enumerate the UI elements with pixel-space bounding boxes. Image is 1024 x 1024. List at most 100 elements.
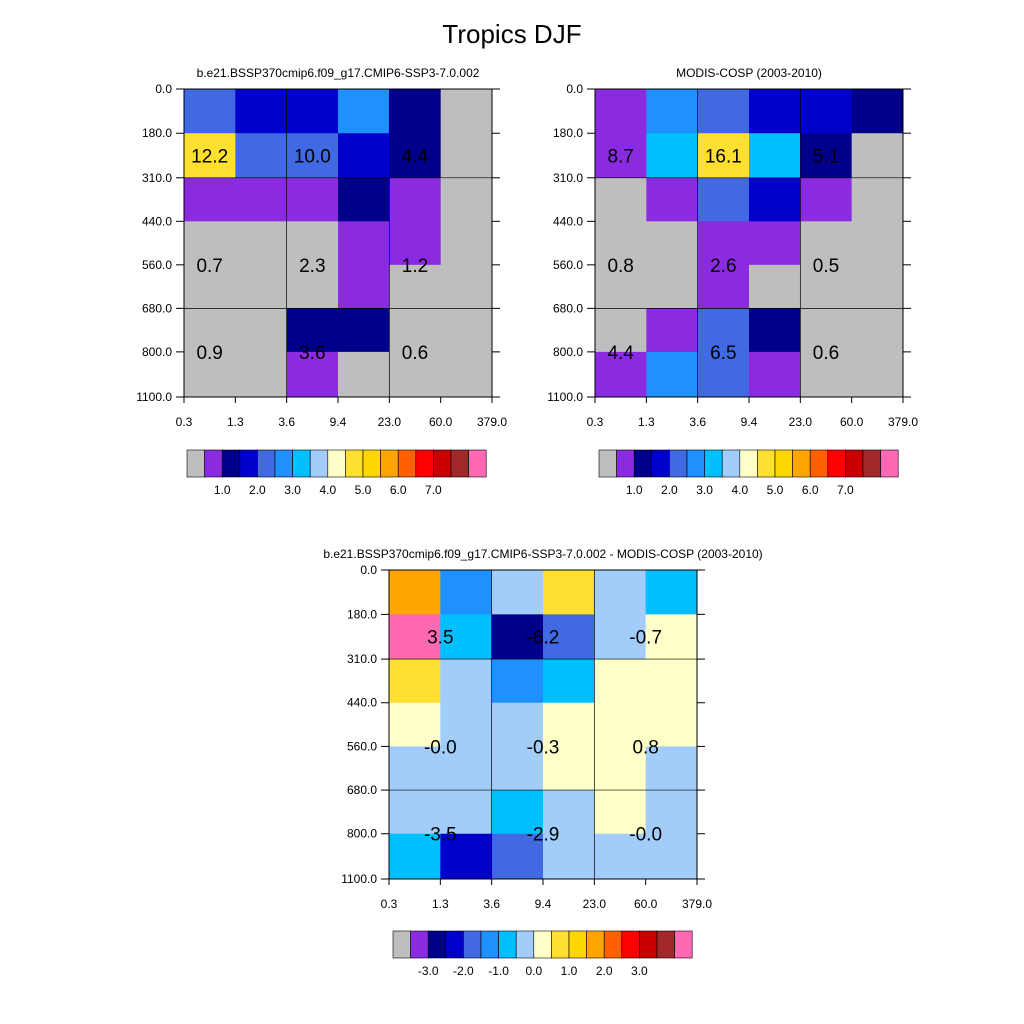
heatmap-cell (184, 177, 236, 222)
x-tick-label: 60.0 (840, 415, 864, 429)
x-tick-label: 379.0 (888, 415, 918, 429)
heatmap-cell (543, 659, 595, 704)
data-label: 4.4 (402, 147, 429, 168)
colorbar-swatch (686, 449, 705, 478)
heatmap-cell (389, 308, 442, 353)
heatmap-cell (491, 702, 544, 747)
y-tick-label: 560.0 (142, 258, 172, 272)
heatmap-cell (749, 177, 801, 222)
heatmap-cell (338, 221, 390, 266)
colorbar-swatch (656, 930, 675, 959)
y-tick-label: 1100.0 (341, 872, 377, 886)
heatmap-cell (440, 264, 493, 309)
colorbar-swatch (257, 449, 276, 478)
heatmap-cell (286, 221, 339, 266)
colorbar-swatch (704, 449, 723, 478)
heatmap-cell (594, 702, 647, 747)
colorbar-swatch (450, 449, 469, 478)
colorbar-swatch (827, 449, 846, 478)
panel-3: b.e21.BSSP370cmip6.f09_g17.CMIP6-SSP3-7.… (323, 547, 762, 978)
colorbar-swatch (410, 930, 429, 959)
colorbar-swatch (568, 930, 587, 959)
heatmap-cell (595, 89, 647, 134)
heatmap-cell (389, 89, 442, 134)
colorbar-swatch (427, 930, 447, 959)
colorbar-swatch (774, 449, 793, 478)
colorbar-swatch (792, 449, 811, 478)
heatmap-cell (595, 308, 647, 353)
heatmap-cell (851, 177, 904, 222)
colorbar-swatch (445, 930, 464, 959)
heatmap-cell (646, 133, 699, 179)
data-label: 4.4 (607, 343, 634, 364)
heatmap-cell (800, 351, 853, 398)
colorbar-label: 1.0 (561, 964, 578, 978)
colorbar-swatch (586, 930, 605, 959)
data-label: -0.3 (527, 737, 560, 758)
panel-title: b.e21.BSSP370cmip6.f09_g17.CMIP6-SSP3-7.… (197, 66, 480, 80)
heatmap-cell (389, 702, 441, 747)
plots-group: b.e21.BSSP370cmip6.f09_g17.CMIP6-SSP3-7.… (136, 66, 918, 978)
x-tick-label: 3.6 (278, 415, 295, 429)
heatmap-cell (286, 308, 339, 353)
y-tick-label: 680.0 (553, 301, 583, 315)
y-tick-label: 180.0 (553, 126, 583, 140)
x-tick-label: 9.4 (330, 415, 347, 429)
heatmap-cell (491, 746, 544, 791)
heatmap-cell (851, 133, 904, 179)
x-tick-label: 1.3 (227, 415, 244, 429)
heatmap-cell (286, 133, 339, 179)
colorbar-label: 7.0 (837, 483, 854, 497)
colorbar-swatch (345, 449, 364, 478)
heatmap-cell (440, 702, 493, 747)
data-label: 2.6 (710, 256, 736, 277)
data-label: 8.7 (607, 147, 633, 168)
heatmap-cell (184, 133, 236, 179)
panel-2: MODIS-COSP (2003-2010) 0.0 180.0 310.0 440.0… (547, 66, 918, 497)
data-label: -0.7 (629, 628, 662, 649)
colorbar-label: -1.0 (488, 964, 509, 978)
colorbar-label: 6.0 (390, 483, 407, 497)
heatmap-cell (800, 177, 853, 222)
colorbar-label: 7.0 (425, 483, 442, 497)
heatmap-cell (440, 308, 493, 353)
data-label: 1.2 (402, 256, 428, 277)
heatmap-cell (389, 351, 442, 398)
heatmap-cell (235, 264, 288, 309)
panel-title: MODIS-COSP (2003-2010) (676, 66, 822, 80)
heatmap-cell (491, 614, 544, 660)
colorbar-label: 4.0 (731, 483, 748, 497)
heatmap-cell (543, 790, 595, 835)
heatmap-cell (286, 177, 339, 222)
heatmap-cell (440, 177, 493, 222)
heatmap-cell (749, 89, 801, 134)
data-label: 0.9 (196, 343, 222, 364)
colorbar-swatch (633, 449, 653, 478)
y-tick-label: 440.0 (347, 696, 377, 710)
x-tick-label: 1.3 (432, 897, 449, 911)
x-tick-label: 1.3 (638, 415, 655, 429)
heatmap-cell (338, 133, 390, 179)
figure-title: Tropics DJF (442, 19, 581, 49)
heatmap-cell (594, 614, 647, 660)
data-label: 2.3 (299, 256, 325, 277)
heatmap-cell (440, 89, 493, 134)
heatmap-cell (491, 790, 544, 835)
heatmap-cell (491, 659, 544, 704)
heatmap-cell (645, 702, 698, 747)
heatmap-cell (595, 351, 647, 398)
x-tick-label: 0.3 (381, 897, 398, 911)
heatmap-cell (389, 570, 441, 615)
heatmap-cell (389, 177, 442, 222)
colorbar-swatch (433, 449, 452, 478)
y-tick-label: 1100.0 (547, 390, 583, 404)
colorbar-swatch (392, 930, 411, 959)
data-label: -3.5 (424, 825, 457, 846)
heatmap-cell (645, 746, 698, 791)
colorbar-swatch (639, 930, 658, 959)
colorbar-swatch (651, 449, 670, 478)
y-tick-label: 310.0 (553, 171, 583, 185)
colorbar-swatch (221, 449, 241, 478)
heatmap-cell (851, 221, 904, 266)
